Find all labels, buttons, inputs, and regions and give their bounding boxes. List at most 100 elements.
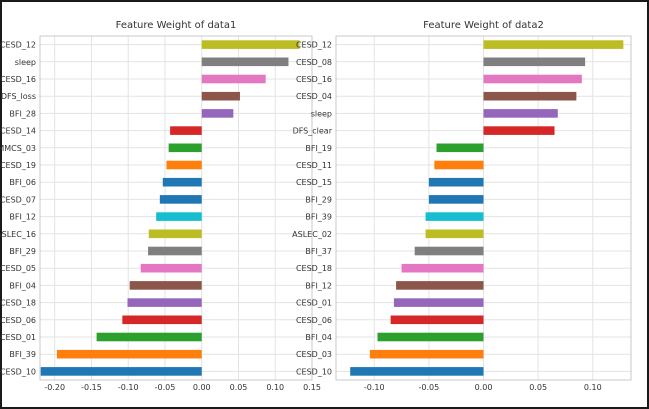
- y-tick-label: sleep: [311, 109, 332, 118]
- bar-CESD_10: [40, 367, 202, 376]
- x-tick-label: 0.15: [303, 383, 321, 392]
- y-tick-label: BFI_04: [9, 281, 36, 290]
- y-tick-label: CESD_14: [0, 127, 36, 136]
- chart-title: Feature Weight of data2: [423, 20, 544, 31]
- y-tick-label: CESD_08: [296, 58, 332, 67]
- bar-CESD_14: [170, 126, 202, 135]
- x-tick-label: -0.10: [364, 383, 385, 392]
- y-tick-label: CESD_12: [0, 41, 36, 50]
- bar-BFI_28: [201, 109, 234, 118]
- bar-MMCS_03: [168, 143, 202, 153]
- bar-CESD_06: [390, 315, 484, 325]
- bar-CESD_04: [483, 91, 577, 101]
- bar-BFI_37: [414, 246, 484, 256]
- y-tick-label: DFS_loss: [1, 92, 36, 101]
- y-tick-label: CESD_06: [296, 316, 332, 325]
- bar-CESD_12: [201, 40, 300, 49]
- y-tick-label: CESD_10: [0, 367, 36, 376]
- x-tick-label: -0.10: [118, 383, 139, 392]
- bar-CESD_18: [401, 263, 484, 273]
- y-tick-label: BFI_39: [9, 350, 36, 359]
- bar-DFS_loss: [201, 91, 240, 101]
- x-tick-label: 0.05: [230, 383, 248, 392]
- bar-CESD_05: [140, 263, 202, 273]
- bar-ASLEC_02: [425, 229, 484, 239]
- y-tick-label: sleep: [15, 58, 36, 67]
- y-tick-label: CESD_10: [296, 367, 332, 376]
- bar-BFI_12: [156, 212, 202, 221]
- chart-title: Feature Weight of data1: [116, 20, 237, 31]
- y-tick-label: CESD_12: [296, 41, 332, 50]
- y-tick-label: ASLEC_02: [292, 230, 332, 239]
- bar-CESD_03: [369, 349, 484, 359]
- bar-sleep: [201, 57, 289, 67]
- y-tick-label: DFS_clear: [293, 127, 333, 136]
- bar-CESD_18: [127, 298, 202, 307]
- x-tick-label: -0.05: [419, 383, 440, 392]
- y-tick-label: ASLEC_16: [0, 230, 36, 239]
- bar-BFI_29: [148, 246, 202, 256]
- bar-BFI_29: [428, 195, 484, 204]
- y-tick-label: CESD_15: [296, 178, 332, 187]
- y-tick-label: BFI_28: [9, 109, 36, 118]
- y-tick-label: BFI_12: [305, 281, 332, 290]
- x-tick-label: 0.10: [584, 383, 602, 392]
- bar-BFI_19: [436, 143, 484, 153]
- y-tick-label: CESD_01: [0, 333, 36, 342]
- x-tick-label: 0.05: [529, 383, 547, 392]
- bar-CESD_06: [122, 315, 202, 325]
- y-tick-label: CESD_16: [0, 75, 36, 84]
- bar-CESD_10: [350, 367, 484, 376]
- bar-CESD_11: [434, 160, 484, 170]
- plot-border: [335, 35, 632, 381]
- chart-panel-2: -0.10 -0.05 0.00 0.05 0.10 CESD_12 CESD_08 CESD…: [292, 20, 632, 392]
- bar-BFI_39: [56, 349, 202, 359]
- x-tick-label: -0.20: [44, 383, 65, 392]
- y-tick-label: CESD_18: [0, 299, 36, 308]
- y-tick-label: BFI_12: [9, 213, 36, 222]
- bar-BFI_04: [129, 281, 202, 290]
- y-tick-label: BFI_29: [305, 195, 332, 204]
- bar-CESD_12: [483, 40, 624, 49]
- bar-CESD_16: [201, 74, 266, 84]
- bar-DFS_clear: [483, 126, 555, 135]
- bar-CESD_08: [483, 57, 586, 67]
- bar-CESD_16: [483, 74, 582, 84]
- y-tick-label: BFI_29: [9, 247, 36, 256]
- bar-BFI_39: [425, 212, 484, 221]
- y-tick-label: BFI_39: [305, 213, 332, 222]
- bar-CESD_01: [96, 332, 202, 342]
- y-tick-label: CESD_06: [0, 316, 36, 325]
- plot-area: [40, 36, 312, 380]
- y-tick-label: CESD_05: [0, 264, 36, 273]
- bar-CESD_19: [166, 160, 202, 170]
- y-tick-label: CESD_07: [0, 195, 36, 204]
- x-tick-label: -0.05: [155, 383, 176, 392]
- y-tick-label: BFI_19: [305, 144, 332, 153]
- x-tick-label: 0.00: [193, 383, 211, 392]
- y-tick-label: CESD_19: [0, 161, 36, 170]
- bar-CESD_15: [428, 177, 484, 187]
- bar-BFI_12: [396, 281, 484, 290]
- y-tick-label: CESD_11: [296, 161, 332, 170]
- x-tick-label: -0.15: [81, 383, 102, 392]
- x-tick-label: 0.00: [475, 383, 493, 392]
- y-tick-label: BFI_04: [305, 333, 332, 342]
- bar-BFI_04: [377, 332, 484, 342]
- y-tick-label: CESD_04: [296, 92, 332, 101]
- chart-panel-1: -0.20 -0.15 -0.10 -0.05 0.00 0.05 0.10 0.15 CESD…: [0, 20, 321, 392]
- y-tick-label: CESD_03: [296, 350, 332, 359]
- bar-CESD_07: [159, 195, 202, 204]
- y-tick-label: BFI_37: [305, 247, 332, 256]
- plot-border: [39, 35, 313, 381]
- y-tick-label: MMCS_03: [0, 144, 36, 153]
- bar-BFI_06: [162, 177, 202, 187]
- bar-CESD_01: [393, 298, 484, 307]
- y-tick-label: CESD_01: [296, 299, 332, 308]
- y-tick-label: CESD_18: [296, 264, 332, 273]
- bar-sleep: [483, 109, 558, 118]
- y-tick-label: CESD_16: [296, 75, 332, 84]
- y-tick-label: BFI_06: [9, 178, 36, 187]
- x-tick-label: 0.10: [266, 383, 284, 392]
